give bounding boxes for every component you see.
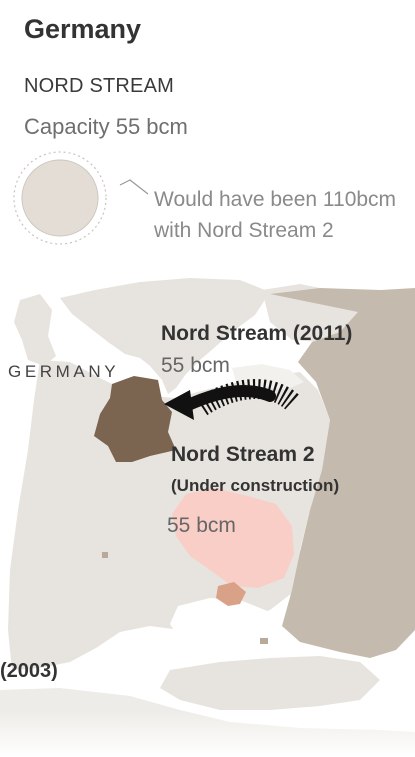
nord-stream-1-label: Nord Stream (2011) — [161, 322, 353, 345]
leader-line — [119, 179, 149, 195]
baltic-gulf-shape — [232, 364, 304, 390]
page-title: Germany — [24, 14, 142, 44]
nord-stream-2-capacity: 55 bcm — [167, 514, 236, 537]
ukraine-shape — [172, 488, 294, 588]
small-territory-marker — [102, 552, 108, 558]
potential-capacity-circle — [13, 151, 107, 245]
capacity-note: Would have been 110bcm with Nord Stream … — [154, 184, 396, 246]
germany-shape — [94, 376, 176, 462]
current-capacity-circle — [21, 159, 99, 237]
small-territory-marker — [260, 638, 268, 644]
britain-shape — [14, 294, 56, 366]
scandinavia-shape — [60, 278, 270, 394]
nord-stream-2-status: (Under construction) — [171, 476, 340, 495]
pipeline-label-partial: (2003) — [0, 660, 58, 682]
mainland-europe-shape — [8, 360, 330, 670]
crimea-shape — [216, 582, 246, 606]
nord-stream-1-capacity: 55 bcm — [161, 354, 230, 377]
anatolia-shape — [160, 656, 380, 710]
russia-shape — [270, 288, 415, 658]
capacity-legend — [13, 151, 149, 245]
black-sea-shape — [170, 598, 286, 656]
nord-stream-2-label: Nord Stream 2 — [171, 443, 315, 466]
note-line-2: with Nord Stream 2 — [154, 219, 334, 242]
europe-map — [0, 270, 415, 757]
germany-label: GERMANY — [8, 362, 120, 381]
pipeline-arrowhead — [164, 390, 194, 420]
nord-stream-1-pipeline — [180, 385, 276, 412]
note-line-1: Would have been 110bcm — [154, 188, 397, 211]
capacity-text: Capacity 55 bcm — [24, 114, 188, 139]
section-label: NORD STREAM — [24, 75, 174, 97]
